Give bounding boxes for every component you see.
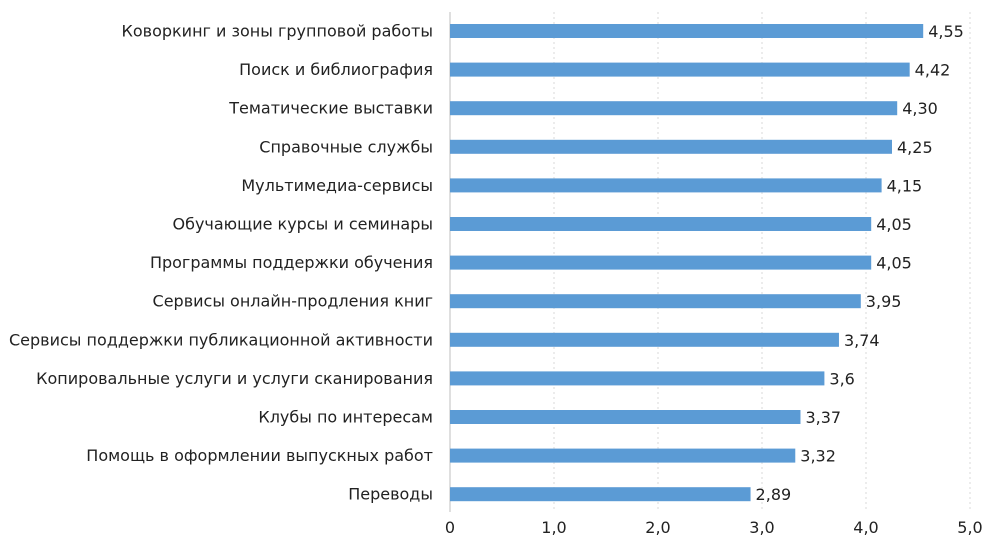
data-label: 3,37 [805, 408, 841, 427]
bar [450, 255, 872, 270]
bar [450, 448, 796, 463]
category-label: Клубы по интересам [258, 408, 433, 427]
category-label: Обучающие курсы и семинары [172, 215, 433, 234]
bar [450, 178, 882, 193]
bar [450, 101, 898, 116]
x-tick-label: 5,0 [957, 518, 982, 537]
data-label: 4,25 [897, 138, 933, 157]
data-label: 4,05 [876, 254, 912, 273]
data-label: 4,30 [902, 99, 938, 118]
category-label: Сервисы онлайн-продления книг [153, 292, 433, 311]
data-label: 3,32 [800, 447, 836, 466]
bar [450, 487, 751, 502]
x-tick-label: 1,0 [541, 518, 566, 537]
data-label: 4,42 [915, 61, 951, 80]
category-label: Сервисы поддержки публикационной активно… [9, 330, 433, 349]
bar [450, 332, 839, 347]
category-label: Переводы [348, 485, 433, 504]
bar [450, 217, 872, 231]
bar [450, 294, 861, 309]
data-label: 4,55 [928, 22, 964, 41]
bar [450, 371, 825, 386]
category-label: Коворкинг и зоны групповой работы [121, 22, 433, 41]
category-label: Копировальные услуги и услуги сканирован… [36, 369, 433, 388]
category-label: Справочные службы [259, 137, 433, 156]
category-label: Поиск и библиография [239, 60, 433, 79]
x-tick-label: 2,0 [645, 518, 670, 537]
category-label: Мультимедиа-сервисы [241, 176, 433, 195]
data-label: 3,74 [844, 331, 880, 350]
data-label: 3,95 [866, 292, 902, 311]
x-tick-label: 4,0 [853, 518, 878, 537]
bar [450, 139, 892, 154]
bar [450, 62, 910, 77]
category-label: Помощь в оформлении выпускных работ [86, 446, 433, 465]
x-tick-label: 3,0 [749, 518, 774, 537]
x-tick-label: 0 [445, 518, 455, 537]
data-label: 3,6 [829, 369, 854, 388]
bar [450, 24, 924, 38]
data-label: 4,15 [887, 176, 923, 195]
data-label: 4,05 [876, 215, 912, 234]
bar [450, 410, 801, 424]
data-label: 2,89 [756, 485, 792, 504]
category-label: Тематические выставки [228, 99, 433, 118]
category-label: Программы поддержки обучения [150, 253, 433, 272]
